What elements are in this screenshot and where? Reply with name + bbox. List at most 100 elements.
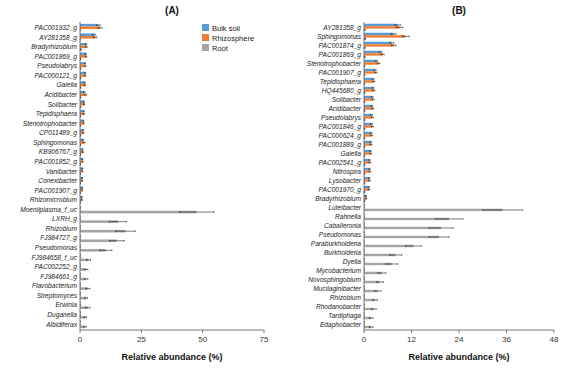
bar (80, 113, 84, 116)
error-bar (402, 36, 409, 38)
error-bar (87, 259, 91, 261)
error-bar (371, 105, 373, 107)
error-bar (370, 141, 372, 143)
y-tick-label: CP011489_g (39, 129, 77, 137)
error-bar (109, 221, 126, 223)
error-bar (372, 99, 374, 101)
x-tick-label: 25 (137, 335, 146, 344)
y-tick-label: Stenotrophobacter (23, 120, 78, 128)
bar (80, 33, 94, 36)
y-tick-label: Bradyrhizobium (315, 195, 361, 203)
error-bar (84, 65, 86, 67)
error-bar (93, 36, 96, 38)
bar (364, 170, 370, 172)
bar (364, 143, 371, 145)
legend-swatch (202, 24, 209, 31)
error-bar (81, 177, 82, 179)
y-tick-label: Solibacter (48, 101, 78, 108)
bar (364, 35, 406, 37)
bar (80, 24, 98, 27)
bar (364, 69, 375, 71)
bar (80, 65, 85, 68)
error-bar (396, 27, 402, 29)
bar (80, 43, 86, 46)
bar (364, 116, 372, 118)
error-bar (376, 60, 378, 62)
bar (364, 33, 394, 35)
y-tick-label: PAC001907_g (319, 69, 362, 77)
error-bar (100, 249, 112, 251)
y-tick-label: Rahnella (335, 213, 361, 220)
y-tick-label: Sphingomonas (317, 33, 362, 41)
bar (364, 60, 377, 62)
x-tick-label: 12 (407, 335, 416, 344)
bar (80, 211, 197, 214)
error-bar (381, 54, 384, 56)
bar (80, 132, 83, 135)
chart-root: 0255075PAC001932_gAY281358_gBradyrhizobi… (0, 0, 565, 370)
legend-swatch (202, 44, 209, 51)
bar (80, 151, 83, 154)
error-bar (386, 263, 398, 265)
legend-label: Rhizosphere (212, 34, 254, 43)
bar (364, 51, 381, 53)
error-bar (83, 103, 85, 105)
error-bar (83, 101, 85, 103)
error-bar (86, 56, 87, 58)
error-bar (98, 27, 102, 29)
y-tick-label: Gaiella (340, 150, 361, 157)
error-bar (85, 53, 86, 55)
error-bar (109, 240, 124, 242)
x-tick (411, 330, 412, 333)
error-bar (370, 132, 372, 134)
error-bar (365, 198, 367, 200)
error-bar (372, 78, 374, 80)
error-bar (375, 290, 381, 292)
title: (A) (165, 5, 179, 16)
y-tick-label: AY281358_g (322, 24, 361, 32)
x-tick (554, 330, 555, 333)
bar (364, 132, 371, 134)
error-bar (376, 281, 383, 283)
legend-swatch (202, 34, 209, 41)
bar (80, 53, 86, 56)
x-tick-label: 48 (550, 335, 559, 344)
error-bar (81, 199, 82, 201)
bar (364, 114, 372, 116)
error-bar (84, 72, 86, 74)
y-tick-label: LXRH_g (52, 215, 77, 223)
error-bar (372, 96, 374, 98)
error-bar (86, 307, 90, 309)
y-tick-label: Erwinia (55, 301, 77, 308)
bar (364, 42, 392, 44)
y-tick-label: Paraburkholderia (311, 240, 362, 247)
bar (364, 24, 398, 26)
x-axis-line (80, 330, 264, 331)
error-bar (368, 186, 369, 188)
x-tick-label: 24 (455, 335, 464, 344)
y-tick-label: Luteibacter (328, 204, 361, 211)
bar (80, 129, 83, 132)
error-bar (116, 230, 136, 232)
y-tick-label: Tepidisphaera (36, 110, 78, 118)
bar (80, 74, 85, 77)
y-tick-label: Vanibacter (46, 168, 78, 175)
x-axis-label: Relative abundance (%) (408, 352, 509, 362)
error-bar (82, 170, 83, 172)
error-bar (82, 139, 83, 141)
y-tick-label: PAC001874_g (319, 42, 362, 50)
bar (80, 122, 84, 125)
bar (364, 123, 372, 125)
y-tick-label: PAC001846_g (319, 123, 362, 131)
bar (364, 89, 374, 91)
error-bar (370, 150, 372, 152)
y-tick-label: PAC000624_g (319, 132, 362, 140)
y-tick-label: Rhodanobacter (316, 303, 362, 310)
y-tick-label: Rhizobium (46, 225, 78, 232)
error-bar (365, 195, 367, 197)
bar (80, 93, 86, 96)
x-tick-label: 36 (502, 335, 511, 344)
x-tick-label: 0 (362, 335, 367, 344)
error-bar (179, 211, 213, 213)
error-bar (371, 117, 373, 119)
